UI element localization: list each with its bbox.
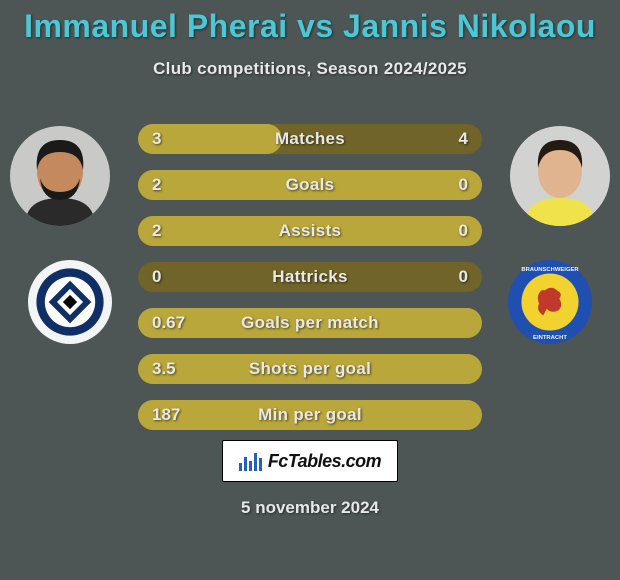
player-right-avatar bbox=[510, 126, 610, 226]
stat-left-value: 0.67 bbox=[138, 313, 208, 333]
stat-left-value: 187 bbox=[138, 405, 208, 425]
stat-left-value: 3.5 bbox=[138, 359, 208, 379]
stat-right-value: 0 bbox=[412, 221, 482, 241]
stat-label: Shots per goal bbox=[208, 359, 412, 379]
brand-text: FcTables.com bbox=[268, 451, 381, 472]
stats-table: 3Matches42Goals02Assists00Hattricks00.67… bbox=[138, 124, 482, 446]
stat-label: Matches bbox=[208, 129, 412, 149]
club-left-logo bbox=[28, 260, 112, 344]
stat-row: 187Min per goal bbox=[138, 400, 482, 430]
brand-logo: FcTables.com bbox=[222, 440, 398, 482]
stat-label: Min per goal bbox=[208, 405, 412, 425]
stat-row: 0.67Goals per match bbox=[138, 308, 482, 338]
stat-left-value: 0 bbox=[138, 267, 208, 287]
stat-row: 3.5Shots per goal bbox=[138, 354, 482, 384]
stat-row: 3Matches4 bbox=[138, 124, 482, 154]
date-label: 5 november 2024 bbox=[0, 498, 620, 518]
stat-right-value: 0 bbox=[412, 175, 482, 195]
club-right-logo: BRAUNSCHWEIGER EINTRACHT bbox=[508, 260, 592, 344]
stat-label: Hattricks bbox=[208, 267, 412, 287]
stat-right-value: 4 bbox=[412, 129, 482, 149]
player-left-avatar bbox=[10, 126, 110, 226]
subtitle: Club competitions, Season 2024/2025 bbox=[0, 59, 620, 79]
stat-left-value: 2 bbox=[138, 175, 208, 195]
stat-row: 2Goals0 bbox=[138, 170, 482, 200]
stat-label: Assists bbox=[208, 221, 412, 241]
page-title: Immanuel Pherai vs Jannis Nikolaou bbox=[0, 8, 620, 45]
stat-label: Goals per match bbox=[208, 313, 412, 333]
stat-row: 0Hattricks0 bbox=[138, 262, 482, 292]
stat-right-value: 0 bbox=[412, 267, 482, 287]
stat-left-value: 2 bbox=[138, 221, 208, 241]
svg-text:BRAUNSCHWEIGER: BRAUNSCHWEIGER bbox=[521, 267, 579, 273]
svg-text:EINTRACHT: EINTRACHT bbox=[533, 335, 567, 341]
stat-left-value: 3 bbox=[138, 129, 208, 149]
stat-label: Goals bbox=[208, 175, 412, 195]
chart-icon bbox=[239, 451, 262, 471]
stat-row: 2Assists0 bbox=[138, 216, 482, 246]
comparison-card: Immanuel Pherai vs Jannis Nikolaou Club … bbox=[0, 0, 620, 580]
